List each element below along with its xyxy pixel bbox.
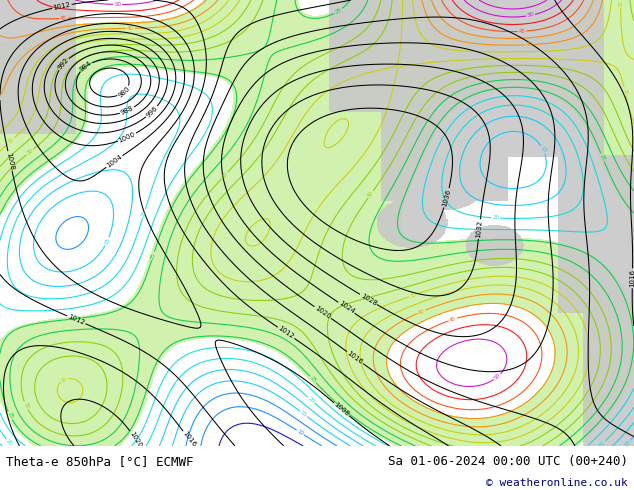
Text: 35: 35: [7, 137, 15, 145]
Text: 45: 45: [60, 16, 67, 21]
Text: 1008: 1008: [333, 401, 351, 417]
Text: 20: 20: [492, 215, 500, 221]
Text: 45: 45: [519, 28, 526, 34]
Text: 1016: 1016: [630, 269, 634, 287]
Text: 984: 984: [79, 60, 93, 73]
Text: 1024: 1024: [337, 300, 356, 315]
Text: 35: 35: [60, 376, 68, 384]
Text: 1000: 1000: [118, 131, 136, 144]
Text: © weatheronline.co.uk: © weatheronline.co.uk: [486, 478, 628, 489]
Text: 20: 20: [5, 438, 14, 447]
Text: 25: 25: [599, 153, 606, 162]
Text: 30: 30: [221, 171, 229, 180]
Text: 40: 40: [526, 42, 533, 48]
Text: 25: 25: [309, 375, 317, 384]
Text: 30: 30: [22, 401, 30, 410]
Text: 25: 25: [150, 252, 157, 260]
Text: 50: 50: [527, 12, 534, 19]
Text: 1008: 1008: [5, 151, 15, 171]
Text: 50: 50: [493, 373, 501, 381]
Text: Sa 01-06-2024 00:00 UTC (00+240): Sa 01-06-2024 00:00 UTC (00+240): [387, 455, 628, 468]
Text: 1012: 1012: [277, 325, 295, 340]
Text: 15: 15: [540, 146, 547, 154]
Text: 20: 20: [307, 396, 316, 404]
Text: 50: 50: [114, 2, 121, 7]
Text: 35: 35: [409, 292, 417, 299]
Text: 25: 25: [334, 7, 343, 15]
Text: Theta-e 850hPa [°C] ECMWF: Theta-e 850hPa [°C] ECMWF: [6, 455, 194, 468]
Text: 1032: 1032: [476, 220, 483, 238]
Text: 1012: 1012: [67, 314, 86, 326]
Text: 996: 996: [145, 105, 159, 119]
Text: 20: 20: [598, 440, 607, 448]
Text: 992: 992: [57, 57, 70, 71]
Text: 30: 30: [25, 148, 34, 156]
Text: 25: 25: [6, 412, 14, 420]
Text: 30: 30: [366, 190, 375, 199]
Text: 20: 20: [141, 209, 148, 218]
Text: 988: 988: [120, 105, 134, 116]
Text: 1016: 1016: [346, 350, 364, 366]
Text: 15: 15: [623, 440, 631, 448]
Text: 35: 35: [622, 88, 628, 96]
Text: 1004: 1004: [105, 154, 124, 169]
Text: 1016: 1016: [181, 430, 197, 448]
Text: 45: 45: [449, 316, 457, 323]
Text: 1020: 1020: [128, 430, 143, 448]
Text: 15: 15: [103, 237, 111, 245]
Text: 1020: 1020: [314, 305, 332, 320]
Text: 35: 35: [618, 0, 623, 7]
Text: 15: 15: [299, 410, 307, 418]
Text: 1028: 1028: [359, 293, 378, 307]
Text: 40: 40: [127, 26, 134, 31]
Text: 1012: 1012: [53, 1, 71, 11]
Text: 1036: 1036: [441, 188, 452, 207]
Text: 40: 40: [417, 308, 425, 316]
Text: 980: 980: [117, 85, 131, 98]
Text: 10: 10: [296, 429, 304, 437]
